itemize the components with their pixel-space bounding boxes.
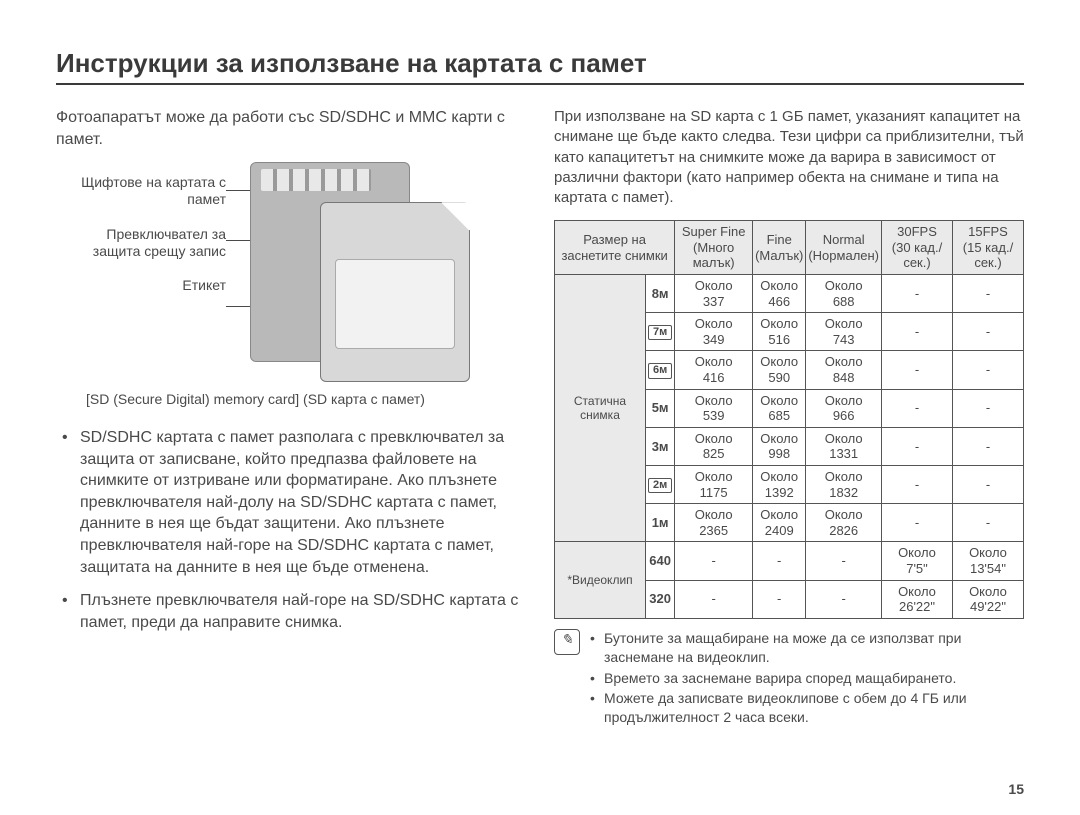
cell-empty: - — [882, 389, 953, 427]
note-icon: ✎ — [554, 629, 580, 655]
th-15fps: 15FPS (15 кад./сек.) — [952, 221, 1023, 275]
cell-empty: - — [952, 465, 1023, 503]
left-intro: Фотоапаратът може да работи със SD/SDHC … — [56, 107, 526, 150]
cell-size: 2ᴍ — [645, 465, 674, 503]
label-pins: Щифтове на картата с памет — [56, 174, 226, 208]
cell-empty: - — [753, 542, 806, 580]
th-superfine: Super Fine (Много малък) — [675, 221, 753, 275]
cell-empty: - — [675, 542, 753, 580]
table-body: Статична снимка8ᴍОколо337Около466Около68… — [555, 275, 1024, 619]
label-switch: Превключвател за защита срещу запис — [56, 226, 226, 260]
cell-value: Около2826 — [806, 504, 882, 542]
cell-value: Около825 — [675, 427, 753, 465]
th-normal: Normal (Нормален) — [806, 221, 882, 275]
th-fine: Fine (Малък) — [753, 221, 806, 275]
table-row: *Видеоклип640---Около7'5"Около13'54" — [555, 542, 1024, 580]
cell-size: 3ᴍ — [645, 427, 674, 465]
cell-empty: - — [882, 275, 953, 313]
notes-list: Бутоните за мащабиране на може да се изп… — [590, 629, 1024, 729]
capacity-table: Размер на заснетите снимки Super Fine (М… — [554, 220, 1024, 618]
cell-value: Около1832 — [806, 465, 882, 503]
label-sticker: Етикет — [56, 277, 226, 294]
cell-empty: - — [952, 427, 1023, 465]
cell-size: 8ᴍ — [645, 275, 674, 313]
cell-empty: - — [952, 389, 1023, 427]
cell-value: Около13'54" — [952, 542, 1023, 580]
list-item: Можете да записвате видеоклипове с обем … — [590, 689, 1024, 727]
cell-empty: - — [753, 580, 806, 618]
table-row: Статична снимка8ᴍОколо337Около466Около68… — [555, 275, 1024, 313]
cell-value: Около685 — [753, 389, 806, 427]
cell-value: Около590 — [753, 351, 806, 389]
cell-empty: - — [882, 313, 953, 351]
cell-empty: - — [882, 427, 953, 465]
cell-value: Около1392 — [753, 465, 806, 503]
cell-value: Около26'22" — [882, 580, 953, 618]
cell-value: Около49'22" — [952, 580, 1023, 618]
cell-empty: - — [952, 313, 1023, 351]
sd-card-diagram: Щифтове на картата с памет Превключвател… — [56, 162, 526, 382]
cell-size: 6ᴍ — [645, 351, 674, 389]
list-item: Бутоните за мащабиране на може да се изп… — [590, 629, 1024, 667]
cell-value: Около998 — [753, 427, 806, 465]
left-bullet-list: SD/SDHC картата с памет разполага с прев… — [56, 427, 526, 633]
cell-value: Около466 — [753, 275, 806, 313]
cell-size: 7ᴍ — [645, 313, 674, 351]
cell-value: Около2409 — [753, 504, 806, 542]
list-item: Времето за заснемане варира според мащаб… — [590, 669, 1024, 688]
notes-block: ✎ Бутоните за мащабиране на може да се и… — [554, 629, 1024, 729]
content-columns: Фотоапаратът може да работи със SD/SDHC … — [56, 107, 1024, 729]
cell-value: Около539 — [675, 389, 753, 427]
cell-empty: - — [952, 504, 1023, 542]
cell-value: Около7'5" — [882, 542, 953, 580]
cell-value: Около416 — [675, 351, 753, 389]
cell-value: Около743 — [806, 313, 882, 351]
cell-size: 1ᴍ — [645, 504, 674, 542]
row-header-still: Статична снимка — [555, 275, 646, 542]
list-item: Плъзнете превключвателя най-горе на SD/S… — [62, 590, 526, 633]
left-column: Фотоапаратът може да работи със SD/SDHC … — [56, 107, 526, 729]
cell-empty: - — [952, 351, 1023, 389]
cell-value: Около688 — [806, 275, 882, 313]
cell-empty: - — [806, 542, 882, 580]
cell-size: 640 — [645, 542, 674, 580]
cell-value: Около349 — [675, 313, 753, 351]
cell-size: 320 — [645, 580, 674, 618]
list-item: SD/SDHC картата с памет разполага с прев… — [62, 427, 526, 578]
cell-value: Около1175 — [675, 465, 753, 503]
th-30fps: 30FPS (30 кад./сек.) — [882, 221, 953, 275]
cell-empty: - — [675, 580, 753, 618]
cell-value: Около966 — [806, 389, 882, 427]
page-number: 15 — [1008, 781, 1024, 797]
row-header-video: *Видеоклип — [555, 542, 646, 618]
sd-card-front — [320, 202, 470, 382]
page-title: Инструкции за използване на картата с па… — [56, 48, 1024, 85]
cell-size: 5ᴍ — [645, 389, 674, 427]
diagram-caption: [SD (Secure Digital) memory card] (SD ка… — [86, 390, 526, 409]
cell-empty: - — [952, 275, 1023, 313]
cell-empty: - — [806, 580, 882, 618]
cell-empty: - — [882, 351, 953, 389]
right-intro: При използване на SD карта с 1 GБ памет,… — [554, 107, 1024, 208]
sd-card-label-area — [335, 259, 455, 349]
cell-value: Около2365 — [675, 504, 753, 542]
cell-value: Около516 — [753, 313, 806, 351]
cell-value: Около337 — [675, 275, 753, 313]
right-column: При използване на SD карта с 1 GБ памет,… — [554, 107, 1024, 729]
th-size: Размер на заснетите снимки — [555, 221, 675, 275]
cell-value: Около1331 — [806, 427, 882, 465]
cell-value: Около848 — [806, 351, 882, 389]
cell-empty: - — [882, 465, 953, 503]
cell-empty: - — [882, 504, 953, 542]
